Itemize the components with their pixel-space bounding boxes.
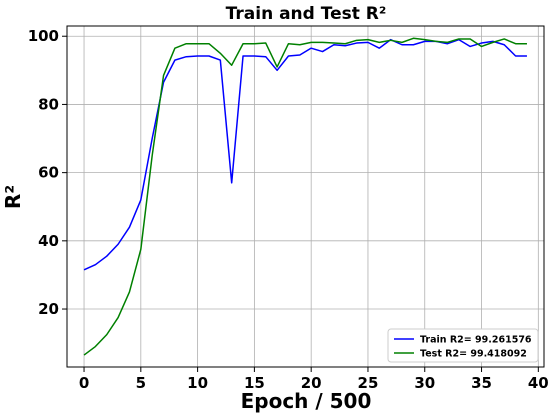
y-tick-label: 40	[38, 232, 59, 250]
test-r2-line	[83, 37, 527, 356]
legend-label-train: Train R2= 99.261576	[420, 335, 532, 346]
y-tick-label: 80	[38, 95, 59, 113]
train-r2-line	[83, 38, 527, 271]
legend-box	[387, 328, 539, 363]
chart-title: Train and Test R²	[226, 4, 387, 24]
y-tick-label: 100	[28, 27, 59, 45]
legend: Train R2= 99.261576 Test R2= 99.418092	[387, 328, 539, 363]
x-tick-label: 20	[301, 374, 322, 392]
grid-lines	[67, 26, 544, 367]
x-tick-label: 5	[136, 374, 146, 392]
x-tick-label: 35	[471, 374, 492, 392]
legend-label-test: Test R2= 99.418092	[420, 349, 527, 360]
series-lines	[83, 37, 527, 356]
x-tick-label: 10	[187, 374, 208, 392]
y-tick-label: 60	[38, 164, 59, 182]
y-axis-label: R²	[1, 185, 25, 209]
x-tick-label: 25	[358, 374, 379, 392]
axis-ticks: 0 5 10 15 20 25 30 35 40 20 40 60 80 100	[28, 27, 549, 392]
y-tick-label: 20	[38, 300, 59, 318]
x-tick-label: 40	[528, 374, 549, 392]
x-tick-label: 15	[244, 374, 265, 392]
plot-frame	[66, 25, 545, 368]
x-axis-label: Epoch / 500	[241, 389, 372, 413]
x-tick-label: 30	[414, 374, 435, 392]
x-tick-label: 0	[79, 374, 89, 392]
